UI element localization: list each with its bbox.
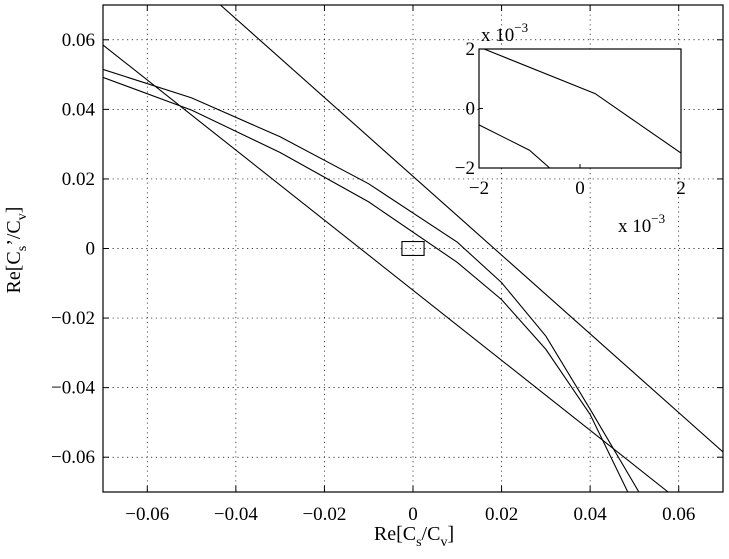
series-line-2 (103, 44, 669, 492)
x-tick-label: 0.06 (662, 504, 695, 525)
inset-series-line-1 (483, 49, 681, 154)
y-axis-label: Re[Cs’/Cv] (3, 207, 30, 294)
main-tick-labels: −0.06 −0.04 −0.02 0 0.02 0.04 0.06 −0.06 −0.04 −0… (51, 30, 695, 525)
inset-tick-labels: −2 0 2 −2 0 2 (455, 39, 686, 199)
inset-y-tick-label: 2 (466, 39, 476, 60)
y-tick-label: −0.06 (51, 447, 95, 468)
series-line-1 (220, 5, 723, 453)
inset-background (479, 49, 681, 168)
y-tick-label: −0.04 (51, 378, 95, 399)
series-line-3 (103, 68, 640, 492)
inset-plot-frame (478, 48, 682, 169)
inset-x-multiplier: x 10−3 (618, 211, 665, 237)
main-curves (103, 5, 723, 492)
y-tick-label: 0.02 (62, 169, 95, 190)
main-plot: −0.06 −0.04 −0.02 0 0.02 0.04 0.06 −0.06 −0.04 −0… (3, 4, 724, 550)
x-tick-label: 0.02 (485, 504, 518, 525)
inset-y-tick-label: −2 (455, 158, 475, 179)
x-tick-label: 0 (408, 504, 418, 525)
inset-curves (479, 49, 681, 168)
inset-plot: −2 0 2 −2 0 2 x 10−3 x 10−3 (455, 20, 686, 237)
y-tick-label: 0 (86, 239, 96, 260)
x-axis-label: Re[Cs/Cv] (374, 523, 454, 550)
zoom-marker-box (401, 240, 425, 257)
main-plot-frame (102, 4, 724, 493)
inset-series-line-2 (479, 124, 551, 168)
inset-x-tick-label: −2 (469, 178, 489, 199)
y-tick-label: 0.06 (62, 30, 95, 51)
inset-x-tick-label: 0 (575, 178, 585, 199)
series-line-4 (103, 76, 629, 492)
x-tick-label: −0.02 (302, 504, 346, 525)
inset-y-tick-label: 0 (466, 99, 476, 120)
x-tick-label: −0.06 (125, 504, 169, 525)
x-tick-label: 0.04 (574, 504, 608, 525)
x-tick-label: −0.04 (214, 504, 258, 525)
inset-x-tick-label: 2 (676, 178, 686, 199)
y-tick-label: 0.04 (62, 99, 96, 120)
y-tick-label: −0.02 (51, 308, 95, 329)
main-ticks (103, 5, 723, 492)
inset-y-multiplier: x 10−3 (481, 20, 528, 46)
